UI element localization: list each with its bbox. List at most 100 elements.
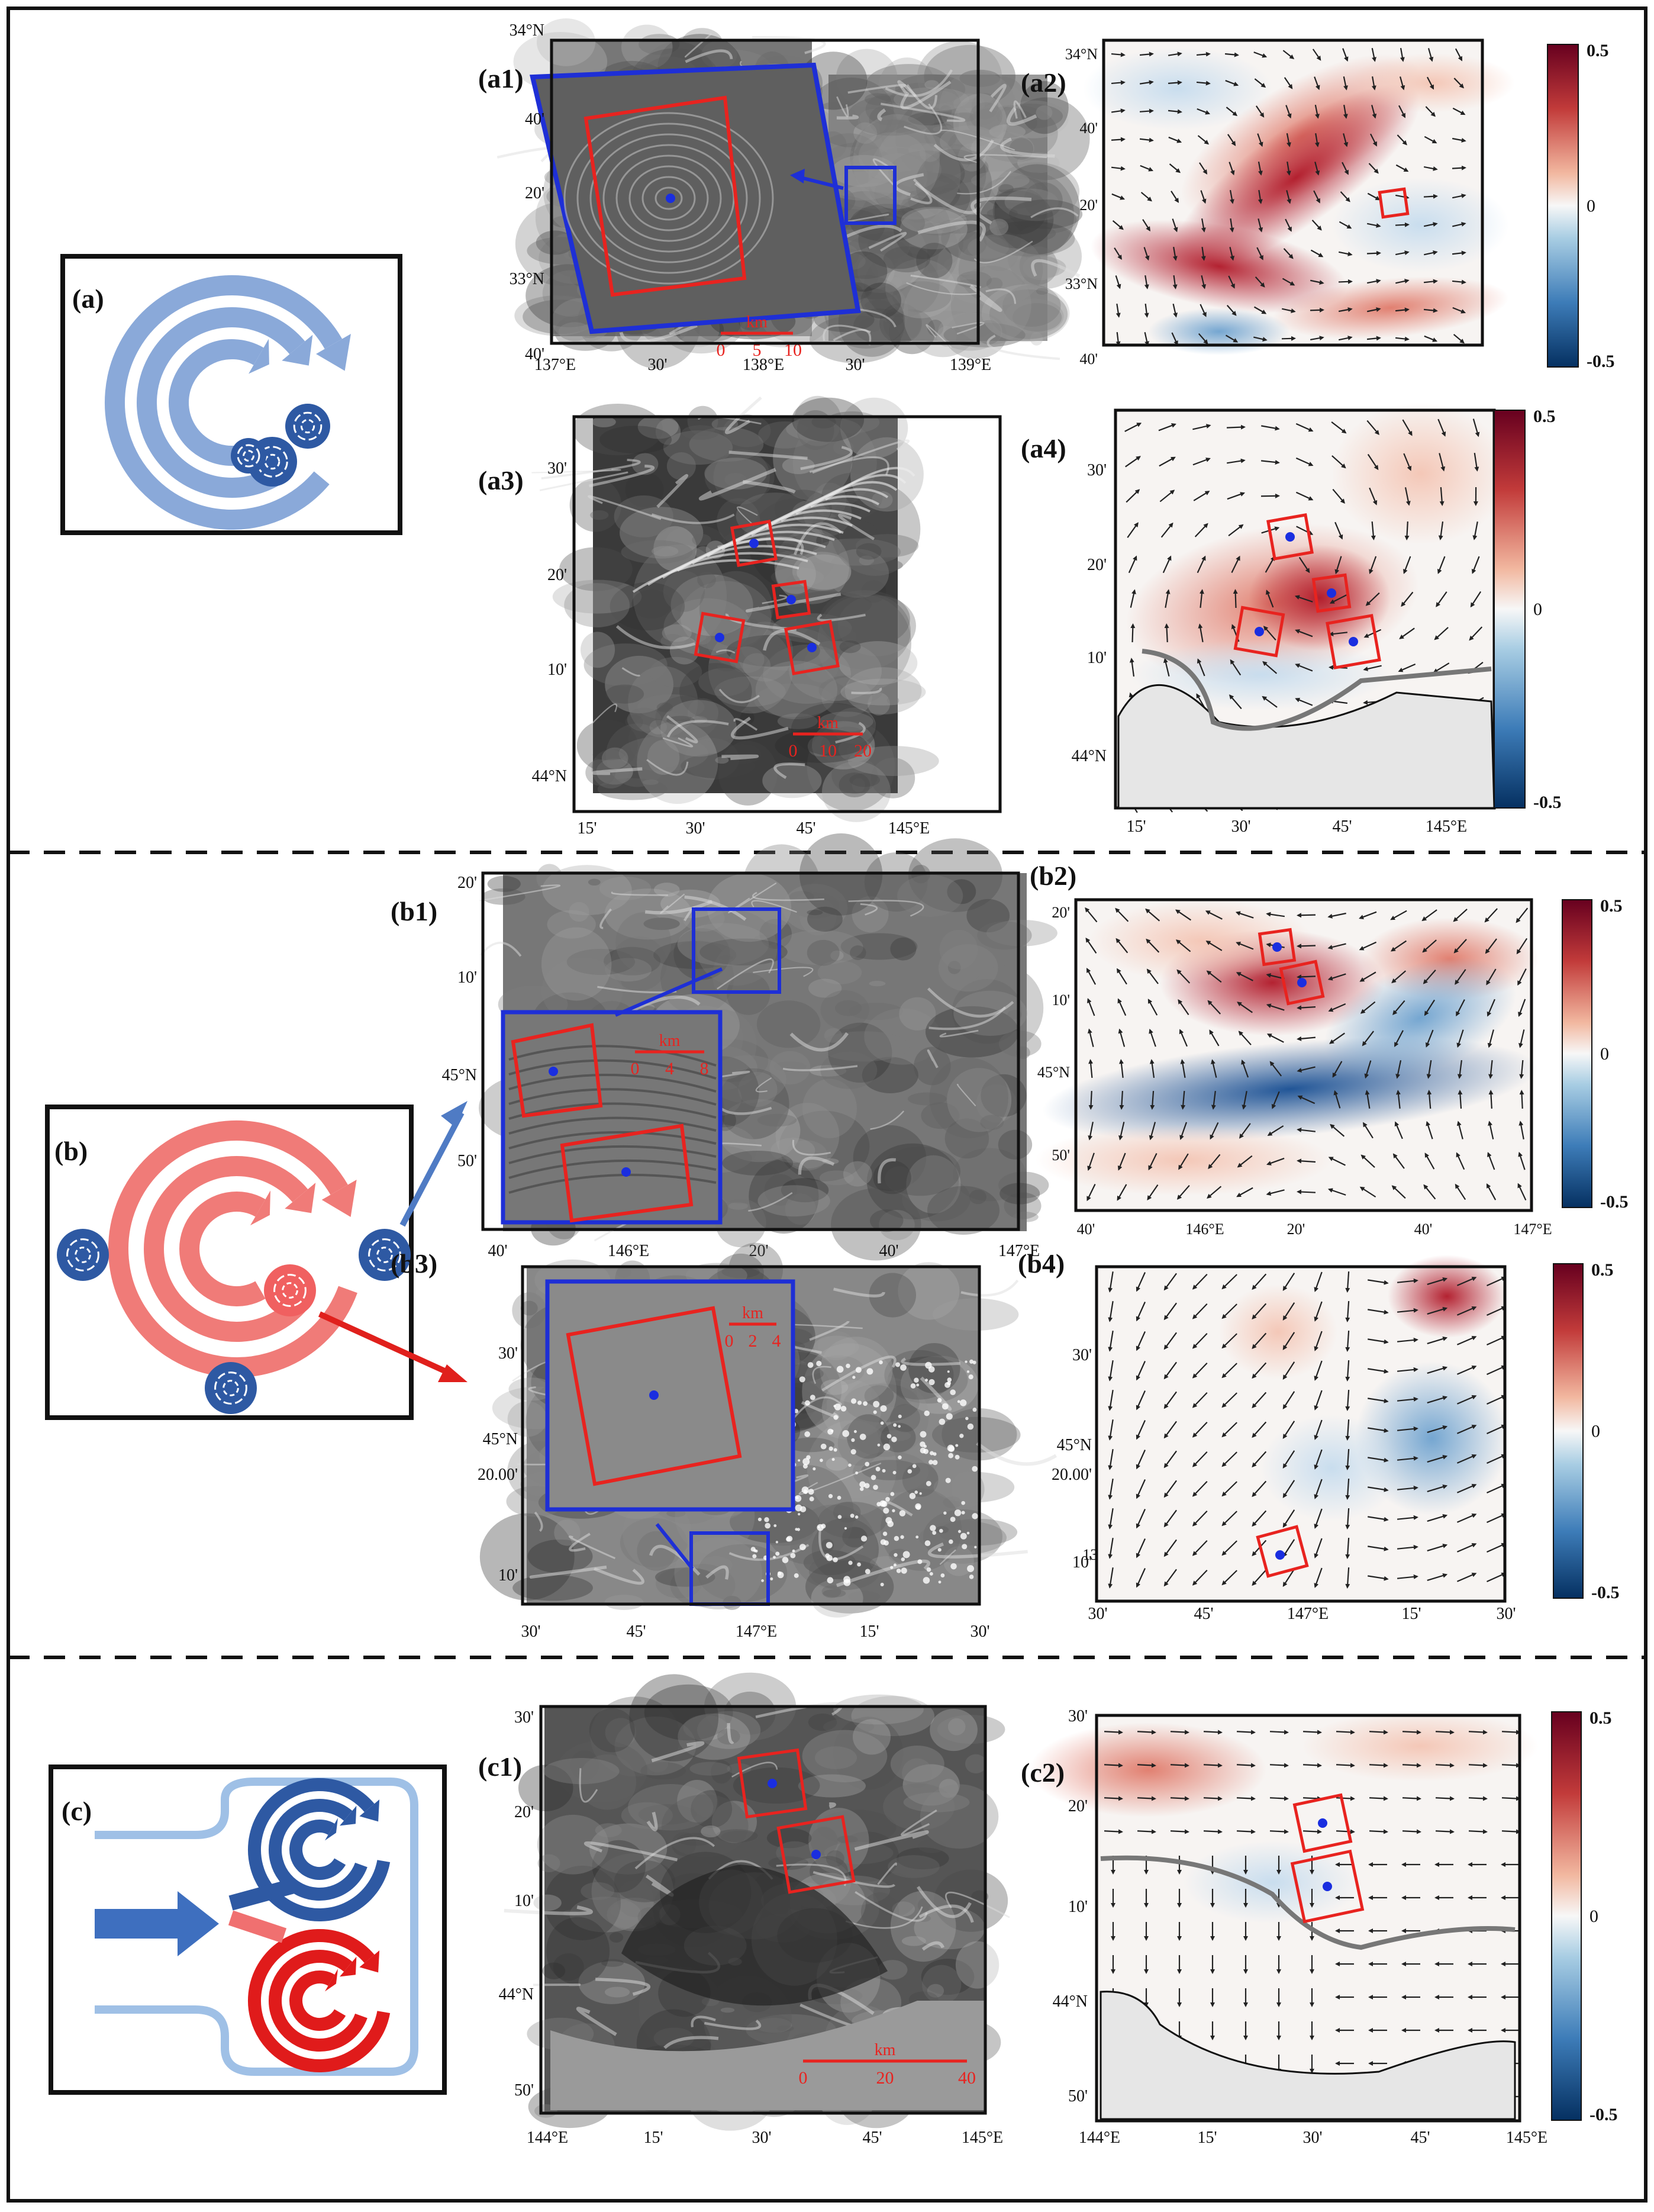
vorticity-map-a2 <box>1083 22 1515 355</box>
sea-ice-speckle <box>790 1553 795 1559</box>
sea-ice-speckle <box>851 1398 856 1403</box>
lon-tick-label: 137°E <box>534 356 576 374</box>
eddy-center <box>1297 978 1307 987</box>
sea-ice-speckle <box>965 1417 969 1421</box>
vorticity-blob <box>1219 1284 1337 1379</box>
sea-ice-speckle <box>798 1513 800 1515</box>
current-vector <box>1235 590 1236 608</box>
lon-tick-label: 30' <box>970 1622 989 1641</box>
sea-ice-speckle <box>893 1424 897 1427</box>
lat-tick-label: 20.00' <box>1052 1466 1092 1484</box>
scale-title: km <box>746 313 768 331</box>
sea-ice-speckle <box>915 1503 921 1510</box>
sea-ice-speckle <box>926 1481 931 1486</box>
sea-ice-speckle <box>773 1556 776 1559</box>
sea-ice-speckle <box>758 1518 762 1521</box>
sea-ice-speckle <box>773 1524 776 1527</box>
sea-ice-speckle <box>850 1514 855 1518</box>
texture-patch <box>916 243 952 278</box>
sea-ice-speckle <box>851 1449 856 1454</box>
lat-tick-label: 20' <box>547 566 567 584</box>
cbar-mid-label: 0 <box>1600 1044 1609 1064</box>
texture-patch <box>701 1825 720 1837</box>
texture-patch <box>629 1674 718 1761</box>
scale-tick: 20 <box>876 2068 894 2088</box>
texture-patch <box>1009 199 1082 229</box>
eddy-center <box>807 643 817 652</box>
lon-tick-label: 15' <box>643 2129 663 2147</box>
sea-ice-speckle <box>844 1527 847 1530</box>
texture-patch <box>823 1589 846 1598</box>
sea-ice-speckle <box>892 1509 895 1512</box>
sea-ice-speckle <box>968 1424 974 1430</box>
texture-patch <box>850 945 866 960</box>
sea-ice-speckle <box>944 1382 950 1388</box>
lat-tick-label: 45°N <box>442 1066 477 1084</box>
sea-ice-speckle <box>782 1557 789 1563</box>
texture-patch <box>775 554 816 594</box>
current-vector <box>1310 310 1323 311</box>
lat-tick-label: 10' <box>1052 991 1070 1009</box>
lon-tick-label: 145°E <box>888 819 930 838</box>
sea-ice-speckle <box>833 1405 836 1407</box>
sea-ice-speckle <box>873 1411 877 1414</box>
sea-ice-speckle <box>885 1497 890 1502</box>
colorbar <box>1552 1712 1581 2120</box>
sea-ice-speckle <box>884 1444 890 1450</box>
lat-tick-label: 44°N <box>499 1985 534 2004</box>
texture-patch <box>605 1595 644 1610</box>
lat-tick-label: 10' <box>1068 1898 1088 1916</box>
sea-ice-speckle <box>947 1377 952 1382</box>
cbar-max-label: 0.5 <box>1589 1708 1612 1728</box>
lon-tick-label: 144°E <box>1079 2129 1120 2147</box>
eddy-center <box>1285 532 1295 542</box>
lon-tick-label: 30' <box>752 2129 771 2147</box>
current-vector <box>1298 915 1316 916</box>
lat-tick-label: 20' <box>1068 1797 1088 1815</box>
cbar-max-label: 0.5 <box>1600 896 1623 916</box>
sea-ice-speckle <box>920 1492 922 1495</box>
lat-tick-label: 10' <box>547 661 567 679</box>
sea-ice-speckle <box>972 1408 976 1412</box>
lon-tick-label: 45' <box>1332 817 1352 836</box>
eddy-center <box>1327 588 1336 598</box>
sea-ice-speckle <box>937 1398 942 1403</box>
sea-ice-speckle <box>969 1575 974 1579</box>
sea-ice-speckle <box>920 1431 927 1438</box>
sea-ice-speckle <box>828 1494 833 1498</box>
sea-ice-speckle <box>799 1376 805 1382</box>
sea-ice-speckle <box>894 1536 899 1541</box>
sea-ice-speckle <box>846 1364 850 1369</box>
sea-ice-speckle <box>859 1481 866 1487</box>
panel-label: (a3) <box>478 465 524 495</box>
panel-label: (b) <box>54 1136 88 1166</box>
sea-ice-speckle <box>943 1511 946 1514</box>
panel-label: (a1) <box>478 63 524 94</box>
panel-label: (c2) <box>1021 1757 1065 1788</box>
texture-patch <box>933 1472 1014 1503</box>
sea-ice-speckle <box>816 1361 821 1366</box>
lon-tick-label: 146°E <box>608 1242 649 1260</box>
lon-tick-label: 15' <box>1197 2129 1217 2147</box>
lon-tick-label: 146°E <box>1185 1221 1224 1238</box>
cbar-min-label: -0.5 <box>1589 2105 1618 2124</box>
sea-ice-speckle <box>876 1467 881 1472</box>
sea-ice-speckle <box>848 1561 852 1565</box>
texture-patch <box>856 543 882 560</box>
scale-tick: 4 <box>665 1059 674 1078</box>
current-vector <box>1166 624 1167 642</box>
lat-tick-label: 50' <box>1052 1147 1070 1164</box>
sea-ice-speckle <box>924 1445 927 1448</box>
sea-ice-speckle <box>832 1458 835 1461</box>
panel-label: (c) <box>62 1796 92 1826</box>
sea-ice-speckle <box>932 1531 936 1535</box>
texture-patch <box>869 981 886 986</box>
sea-ice-speckle <box>893 1471 897 1474</box>
sea-ice-speckle <box>967 1565 974 1572</box>
lat-tick-label: 30' <box>498 1344 518 1363</box>
sea-ice-speckle <box>786 1536 792 1542</box>
scale-tick: 10 <box>819 741 837 761</box>
lat-tick-label: 10' <box>514 1892 534 1910</box>
sea-ice-speckle <box>914 1490 918 1494</box>
